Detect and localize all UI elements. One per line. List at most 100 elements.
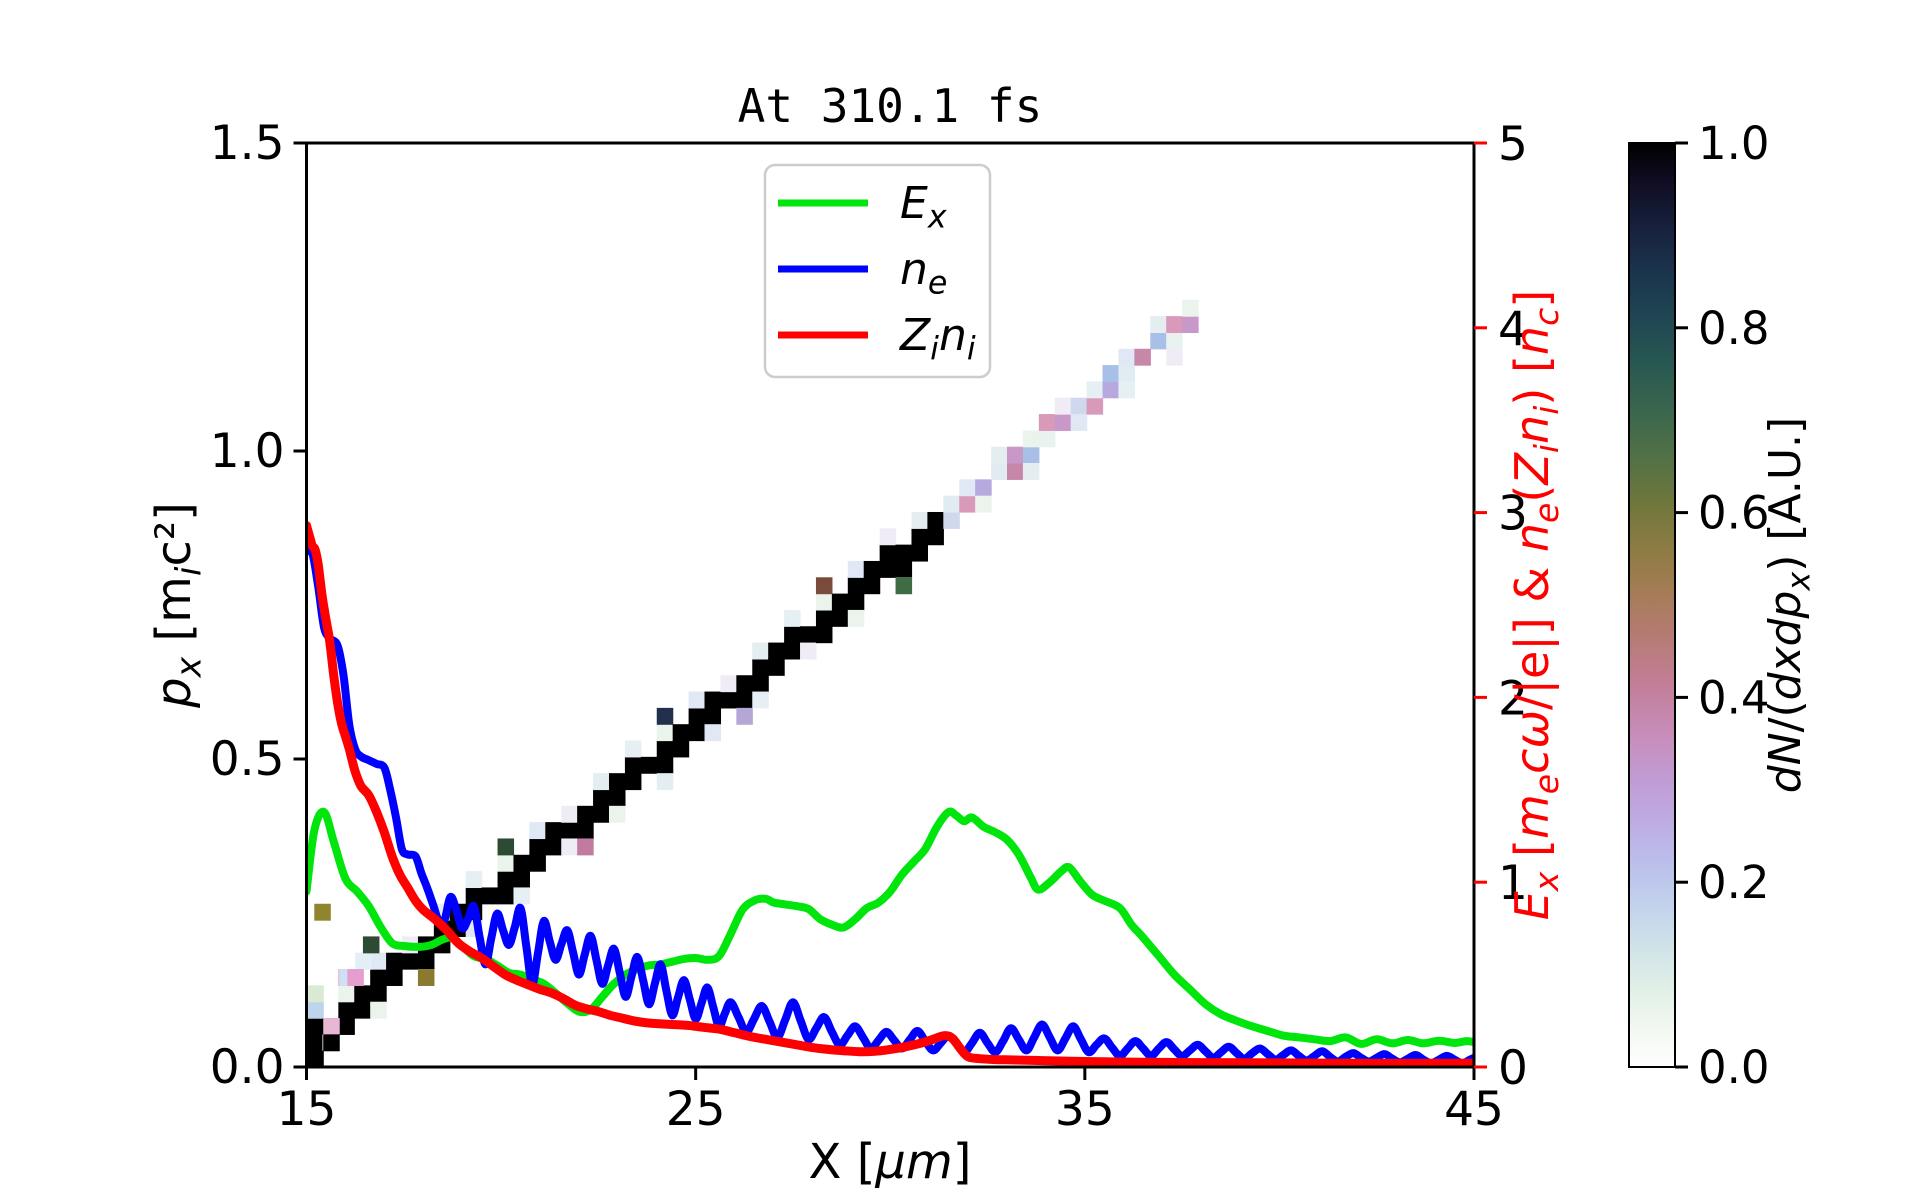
heatmap-cell (529, 854, 546, 872)
y2-tick-label: 4 (1498, 302, 1528, 357)
heatmap-cell (593, 789, 610, 807)
heatmap-cell (577, 805, 594, 823)
heatmap-cell (1086, 397, 1104, 415)
heatmap-cell (338, 985, 355, 1003)
colorbar (1628, 142, 1676, 1068)
heatmap-cell (911, 511, 928, 529)
heatmap-cell (1150, 332, 1167, 350)
phase-space-heatmap (306, 299, 1199, 1067)
heatmap-cell (752, 691, 769, 709)
heatmap-cell (497, 838, 515, 856)
heatmap-cell (863, 560, 881, 578)
heatmap-cell (1102, 365, 1120, 382)
colorbar-tick-label: 1.0 (1698, 117, 1770, 170)
heatmap-cell (895, 577, 913, 595)
heatmap-cell (863, 577, 881, 595)
heatmap-cell (720, 691, 737, 709)
heatmap-cell (1038, 430, 1056, 448)
heatmap-cell (465, 887, 483, 905)
heatmap-cell (370, 969, 387, 986)
heatmap-cell (831, 609, 849, 627)
heatmap-cell (608, 805, 626, 823)
heatmap-cell (1118, 365, 1135, 382)
heatmap-cell (1166, 316, 1183, 334)
heatmap-cell (1054, 397, 1072, 415)
heatmap-cell (402, 952, 419, 970)
heatmap-cell (1070, 414, 1088, 431)
heatmap-cell (943, 495, 960, 513)
x-tick-label: 45 (1444, 1082, 1504, 1137)
heatmap-cell (417, 952, 435, 970)
y2-tick-label: 1 (1498, 856, 1528, 911)
heatmap-cell (624, 773, 642, 791)
heatmap-cell (736, 707, 753, 725)
y-right-axis-ticks: 0 1 2 3 4 5 (1474, 117, 1528, 1096)
plot-title: At 310.1 fs (738, 79, 1043, 133)
heatmap-cell (991, 446, 1008, 464)
heatmap-cell (959, 495, 976, 513)
y2-tick-label: 0 (1498, 1041, 1528, 1096)
heatmap-cell (465, 871, 483, 889)
heatmap-cell (624, 756, 642, 774)
heatmap-cell (593, 805, 610, 823)
heatmap-cell (656, 773, 674, 791)
heatmap-cell (895, 560, 913, 578)
y-right-axis-label: Ex [mecω/|e|] & ne(Zini) [nc] (1505, 290, 1566, 921)
heatmap-cell (497, 887, 515, 905)
heatmap-cell (497, 854, 515, 872)
heatmap-cell (529, 838, 546, 856)
curve-zini (306, 521, 1474, 1067)
heatmap-cell (800, 626, 817, 644)
heatmap-cell (1054, 414, 1072, 431)
heatmap-cell (355, 952, 372, 970)
heatmap-cell (911, 544, 928, 562)
heatmap-cell (975, 479, 992, 497)
colorbar-ticks: 1.0 0.8 0.6 0.4 0.2 0.0 (1675, 117, 1770, 1094)
heatmap-cell (314, 903, 331, 921)
heatmap-cell (370, 952, 387, 970)
heatmap-cell (752, 642, 769, 660)
heatmap-cell (306, 1018, 324, 1035)
heatmap-cell (1022, 463, 1040, 480)
heatmap-cell (513, 887, 530, 905)
heatmap-cell (1166, 332, 1183, 350)
heatmap-cell (656, 707, 674, 725)
x-tick-label: 35 (1055, 1082, 1115, 1137)
heatmap-cell (306, 1034, 324, 1052)
heatmap-cell (672, 724, 690, 742)
axes-spines (305, 141, 1476, 1069)
y2-tick-label: 3 (1498, 487, 1528, 542)
heatmap-cell (561, 822, 578, 840)
x-axis-ticks: 15 25 35 45 (277, 1067, 1504, 1137)
heatmap-cell (800, 642, 817, 660)
heatmap-cell (688, 691, 706, 709)
heatmap-cell (1182, 299, 1199, 317)
heatmap-cell (959, 479, 976, 497)
heatmap-cell (688, 724, 706, 742)
heatmap-cell (736, 691, 753, 709)
legend-label-3: Zini (899, 310, 976, 368)
heatmap-cell (370, 985, 387, 1003)
heatmap-cell (347, 969, 364, 986)
heatmap-cell (1007, 446, 1024, 464)
heatmap-cell (879, 560, 897, 578)
heatmap-cell (1070, 397, 1088, 415)
heatmap-cell (640, 756, 658, 774)
heatmap-cell (323, 1034, 340, 1052)
colorbar-tick-label: 0.2 (1698, 856, 1770, 909)
heatmap-cell (720, 675, 737, 693)
heatmap-cell (545, 822, 562, 840)
heatmap-cell (338, 1001, 355, 1019)
heatmap-cell (307, 985, 324, 1003)
heatmap-cell (481, 887, 499, 905)
heatmap-cell (656, 756, 674, 774)
heatmap-cell (1182, 316, 1199, 334)
heatmap-cell (417, 969, 435, 986)
heatmap-cell (847, 560, 865, 578)
heatmap-cell (847, 593, 865, 611)
heatmap-cell (1007, 463, 1024, 480)
legend-label-2: ne (900, 244, 947, 302)
heatmap-cell (768, 658, 785, 676)
heatmap-cell (847, 577, 865, 595)
heatmap-cell (895, 544, 913, 562)
